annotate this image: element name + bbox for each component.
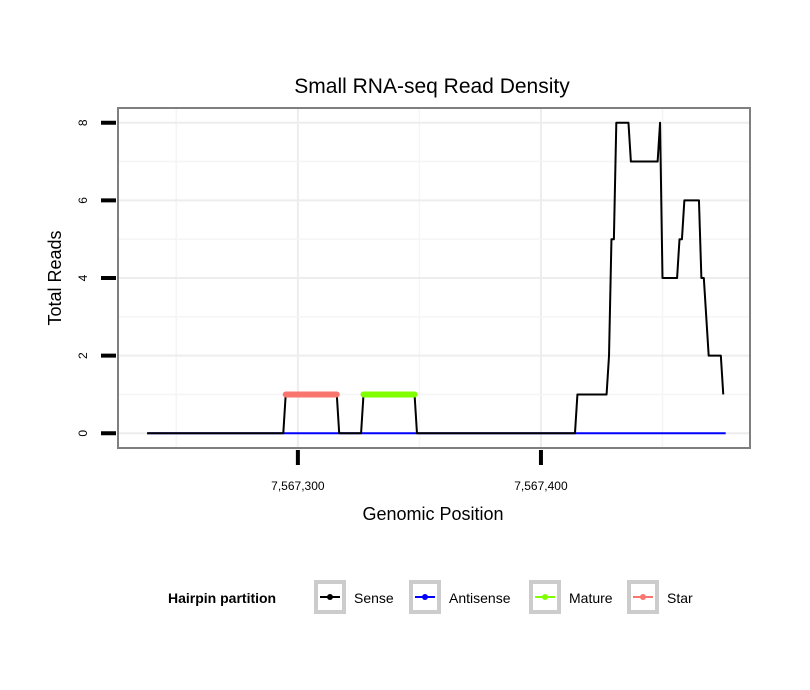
legend-item-mature: Mature xyxy=(529,580,613,614)
legend-label: Sense xyxy=(354,590,394,606)
series-lines xyxy=(147,121,726,435)
x-tick-label: 7,567,300 xyxy=(271,479,325,493)
legend-item-antisense: Antisense xyxy=(409,580,511,614)
chart-title: Small RNA-seq Read Density xyxy=(294,75,570,98)
plot-area xyxy=(117,107,751,449)
legend-item-star: Star xyxy=(627,580,693,614)
legend-label: Mature xyxy=(569,590,613,606)
y-tick-label: 0 xyxy=(76,430,90,437)
y-tick-label: 4 xyxy=(76,274,90,281)
legend-label: Star xyxy=(667,590,693,606)
panel-border xyxy=(117,107,751,449)
x-axis-title: Genomic Position xyxy=(362,504,503,524)
legend-key xyxy=(529,580,561,614)
legend-key-dot xyxy=(640,594,646,600)
y-tick-label: 8 xyxy=(76,119,90,126)
legend-key-dot xyxy=(542,594,548,600)
legend: Hairpin partition Sense Antisense Mature St… xyxy=(168,580,693,614)
legend-label: Antisense xyxy=(449,590,511,606)
x-tick-label: 7,567,400 xyxy=(514,479,568,493)
legend-key-dot xyxy=(327,594,333,600)
legend-items: Sense Antisense Mature Star xyxy=(314,580,693,614)
y-tick-label: 6 xyxy=(76,197,90,204)
y-tick-label: 2 xyxy=(76,352,90,359)
legend-title: Hairpin partition xyxy=(168,590,276,606)
series-line-sense xyxy=(147,121,725,435)
y-axis: 0 2 4 6 8 xyxy=(76,119,116,437)
y-axis-title: Total Reads xyxy=(45,230,65,325)
x-axis: 7,567,300 7,567,400 xyxy=(271,450,568,493)
legend-item-sense: Sense xyxy=(314,580,394,614)
legend-key-dot xyxy=(422,594,428,600)
